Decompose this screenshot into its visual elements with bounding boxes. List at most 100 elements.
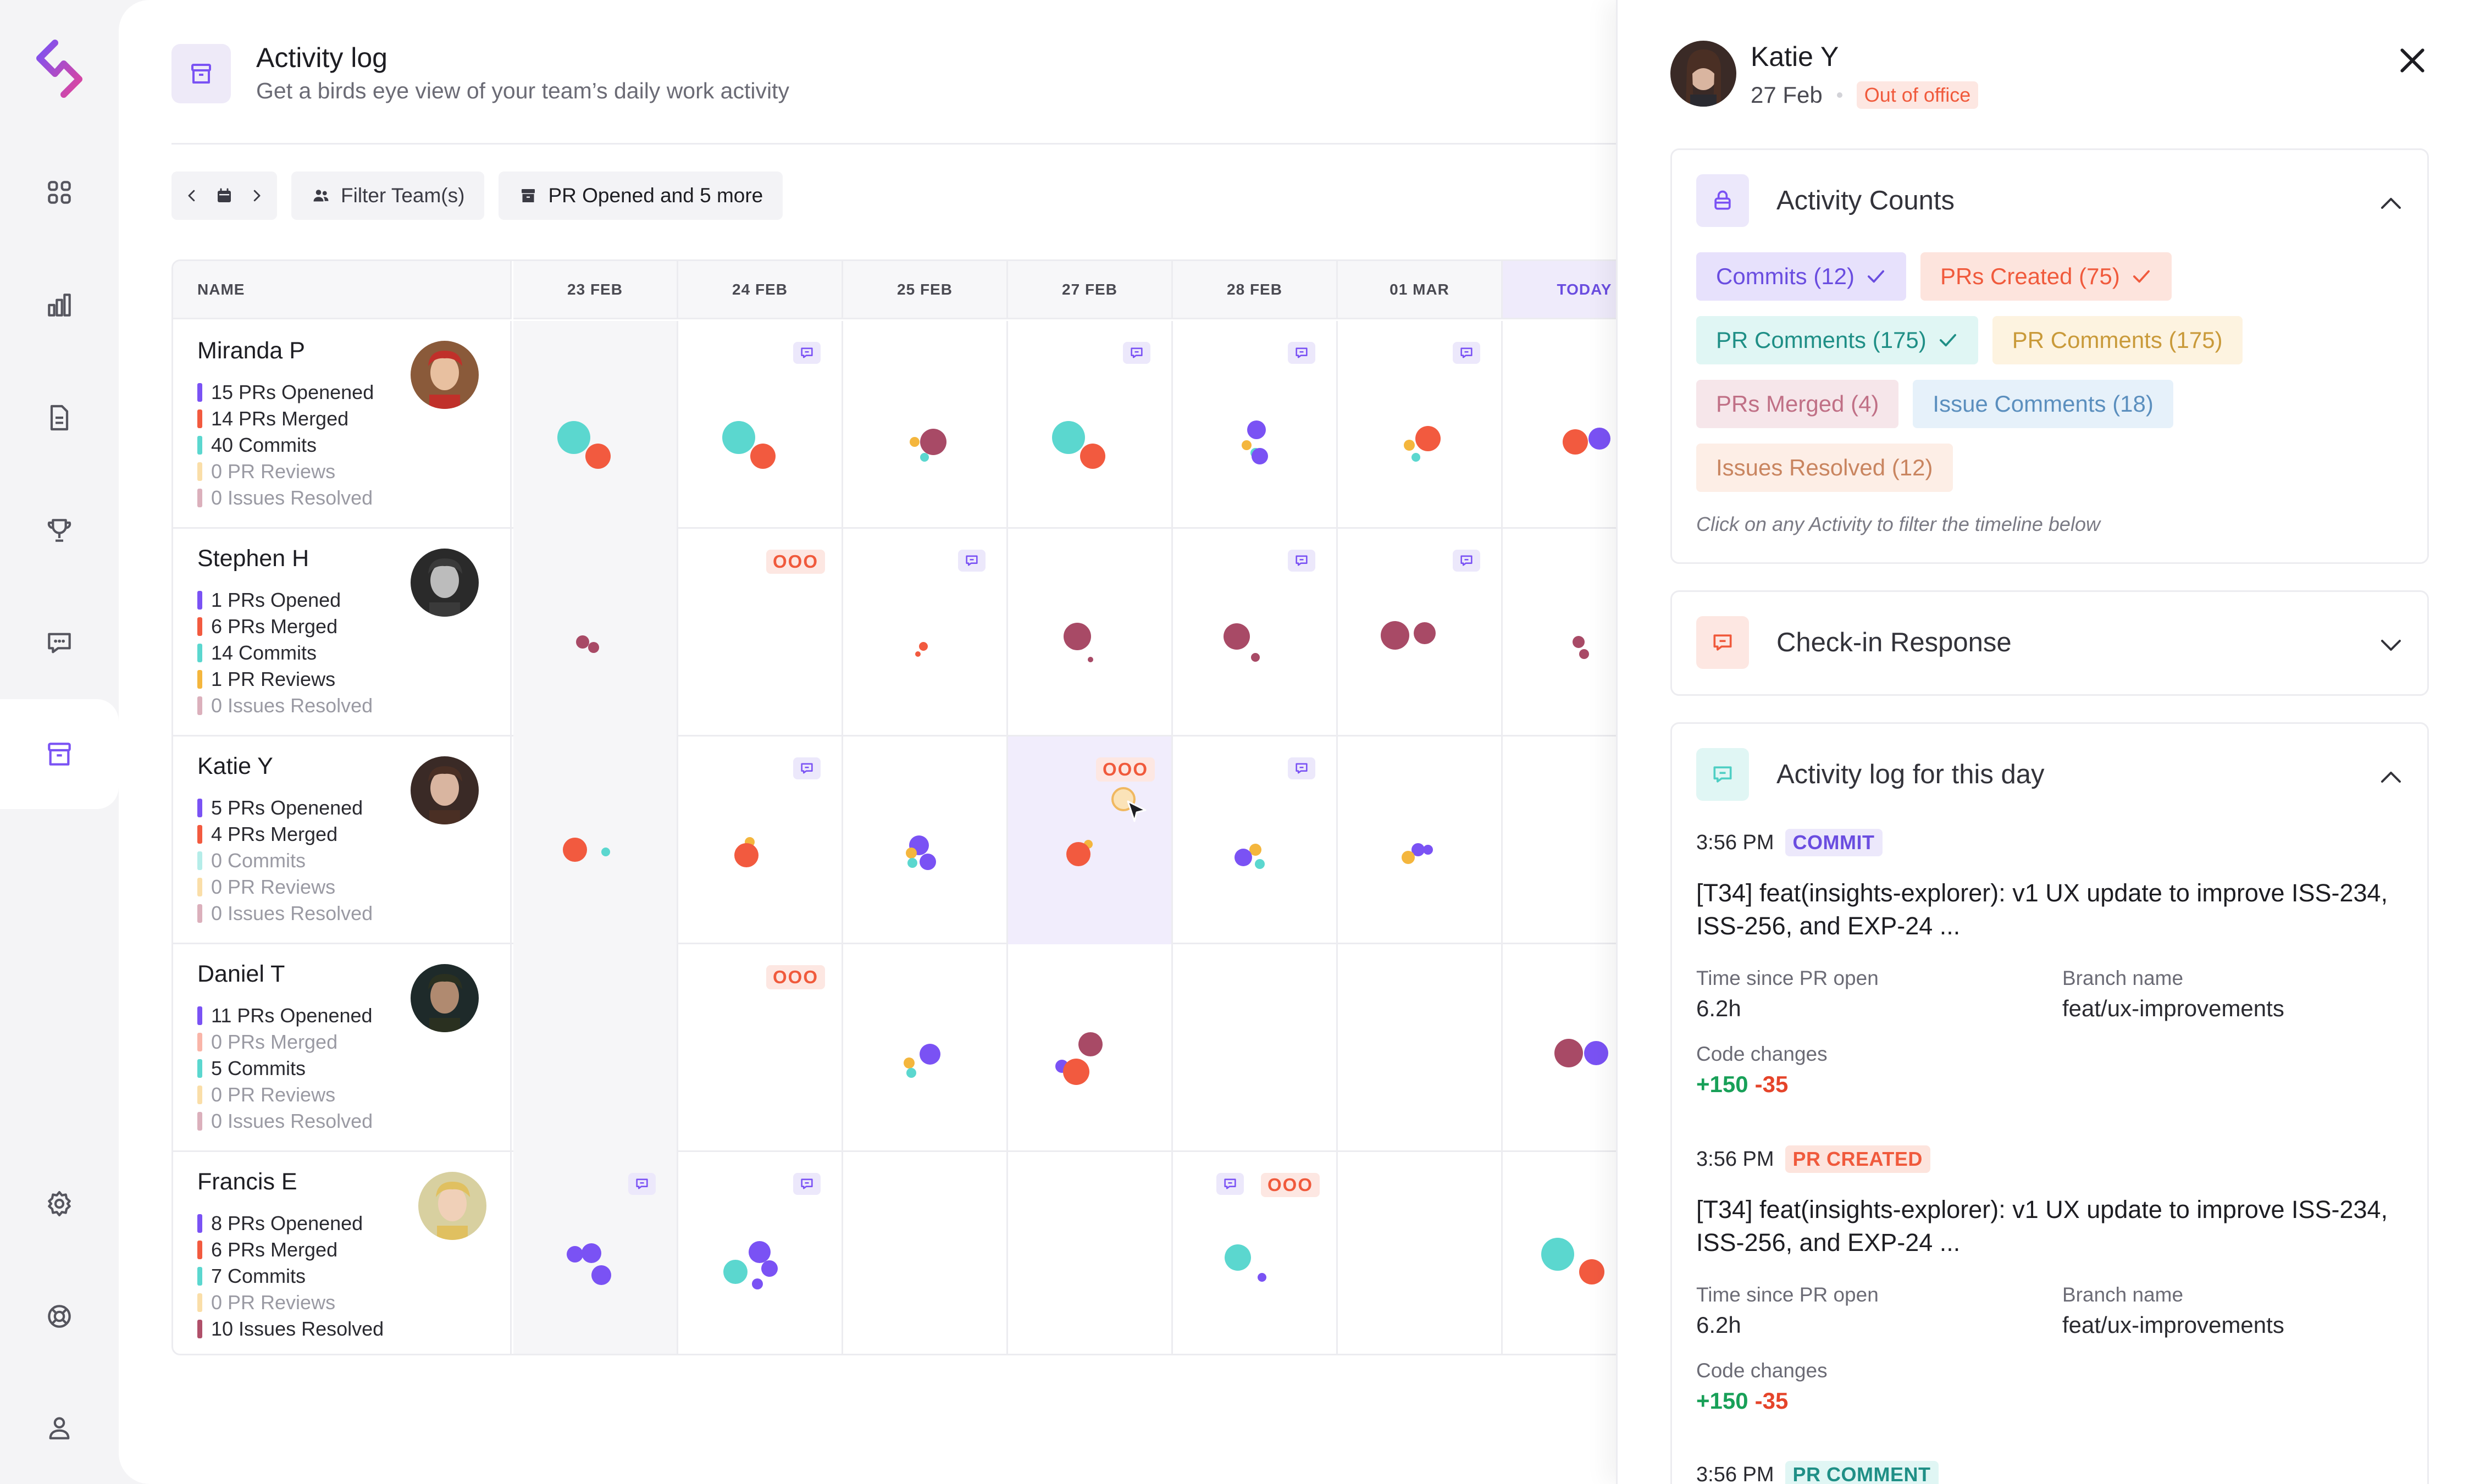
filter-teams-button[interactable]: Filter Team(s) [291, 171, 485, 220]
chevron-down-icon[interactable] [2379, 637, 2403, 654]
activity-dots [1008, 737, 1173, 944]
message-badge-icon[interactable] [1453, 550, 1480, 572]
page-title: Activity log [256, 42, 388, 73]
log-entry[interactable]: 3:56 PM COMMIT [T34] feat(insights-explo… [1696, 827, 2411, 1124]
time-since-open: Time since PR open 6.2h [1696, 1283, 1879, 1338]
log-entry[interactable]: 3:56 PM PR COMMENT [1696, 1459, 2411, 1484]
message-badge-icon[interactable] [1123, 342, 1150, 364]
activity-dots [513, 529, 678, 737]
day-cell[interactable] [1008, 1152, 1173, 1354]
message-badge-icon[interactable] [1453, 342, 1480, 364]
day-cell[interactable] [1173, 321, 1338, 529]
day-cell[interactable] [513, 321, 678, 529]
day-cell[interactable] [1173, 529, 1338, 737]
message-badge-icon[interactable] [1216, 1173, 1244, 1195]
day-cell[interactable] [1173, 944, 1338, 1152]
stat-color-bar [197, 1086, 202, 1104]
day-cell[interactable] [843, 737, 1008, 944]
close-icon[interactable] [2395, 43, 2430, 78]
person-cell[interactable]: Stephen H 1 PRs Opened 6 PRs Merged 14 Comm… [173, 529, 512, 737]
bar-chart-icon[interactable] [0, 250, 119, 360]
archive-box-icon [171, 44, 231, 103]
person-cell[interactable]: Daniel T 11 PRs Openened 0 PRs Merged 5 Com… [173, 944, 512, 1152]
log-entry[interactable]: 3:56 PM PR CREATED [T34] feat(insights-e… [1696, 1144, 2411, 1441]
archive-icon[interactable] [0, 699, 119, 809]
message-badge-icon[interactable] [958, 550, 986, 572]
message-badge-icon[interactable] [628, 1173, 656, 1195]
message-badge-icon[interactable] [793, 1173, 821, 1195]
day-cell[interactable] [1008, 321, 1173, 529]
activity-counts-header[interactable]: Activity Counts [1696, 174, 1955, 227]
user-icon[interactable] [0, 1373, 119, 1483]
day-cell[interactable] [1338, 1152, 1503, 1354]
day-cell[interactable]: OOO [1008, 737, 1173, 944]
day-cell[interactable]: OOO [678, 529, 843, 737]
activity-dot [1573, 636, 1585, 648]
chip-pr-comments[interactable]: PR Comments (175) [1696, 316, 1978, 364]
day-cell[interactable] [678, 737, 843, 944]
log-time: 3:56 PM [1696, 1147, 1774, 1171]
activity-dot [722, 421, 755, 454]
day-cell[interactable] [513, 737, 678, 944]
chat-icon[interactable] [0, 588, 119, 698]
day-cell[interactable] [1338, 737, 1503, 944]
kv-label: Time since PR open [1696, 1283, 1879, 1306]
day-cell[interactable] [513, 529, 678, 737]
activity-counts-title: Activity Counts [1776, 186, 1955, 215]
message-badge-icon[interactable] [793, 757, 821, 779]
chevron-up-icon[interactable] [2379, 195, 2403, 212]
day-log-header[interactable]: Activity log for this day [1696, 748, 2044, 801]
chip-prs-created[interactable]: PRs Created (75) [1920, 252, 2172, 301]
chip-issues-resolved[interactable]: Issues Resolved (12) [1696, 444, 1953, 492]
day-cell[interactable] [1008, 529, 1173, 737]
person-row: Miranda P 15 PRs Openened 14 PRs Merged 40 … [173, 321, 1929, 529]
stat-line: 0 PRs Merged [197, 1029, 373, 1055]
document-icon[interactable] [0, 363, 119, 473]
day-cell[interactable] [843, 321, 1008, 529]
day-cell[interactable] [678, 1152, 843, 1354]
stat-text: 11 PRs Openened [211, 1004, 373, 1027]
day-cell[interactable] [1338, 944, 1503, 1152]
chip-issue-comments[interactable]: Issue Comments (18) [1913, 380, 2173, 428]
trophy-icon[interactable] [0, 475, 119, 585]
day-cell[interactable] [843, 944, 1008, 1152]
day-cell[interactable] [513, 1152, 678, 1354]
stat-line: 4 PRs Merged [197, 821, 373, 848]
activity-dot [1541, 1238, 1574, 1271]
stat-text: 0 Commits [211, 849, 306, 872]
day-cell[interactable] [1338, 321, 1503, 529]
chip-commits[interactable]: Commits (12) [1696, 252, 1907, 301]
person-cell[interactable]: Katie Y 5 PRs Openened 4 PRs Merged 0 Commi… [173, 737, 512, 944]
stat-line: 5 PRs Openened [197, 795, 373, 821]
chevron-up-icon[interactable] [2379, 769, 2403, 785]
day-cell[interactable] [678, 321, 843, 529]
day-cell[interactable]: OOO [1173, 1152, 1338, 1354]
day-cell[interactable] [843, 529, 1008, 737]
day-cell[interactable] [1173, 737, 1338, 944]
message-badge-icon[interactable] [1288, 757, 1315, 779]
dashboard-icon[interactable] [0, 137, 119, 247]
message-badge-icon[interactable] [1288, 550, 1315, 572]
chip-pr-comments-2[interactable]: PR Comments (175) [1992, 316, 2243, 364]
message-badge-icon[interactable] [793, 342, 821, 364]
day-cell[interactable] [1008, 944, 1173, 1152]
support-icon[interactable] [0, 1261, 119, 1371]
calendar-icon[interactable] [214, 186, 234, 206]
chevron-right-icon[interactable] [248, 187, 265, 204]
activity-filter-button[interactable]: PR Opened and 5 more [499, 171, 783, 220]
person-cell[interactable]: Francis E 8 PRs Openened 6 PRs Merged 7 Com… [173, 1152, 512, 1354]
chevron-left-icon[interactable] [184, 187, 200, 204]
activity-dot [1088, 657, 1093, 662]
message-badge-icon[interactable] [1288, 342, 1315, 364]
settings-icon[interactable] [0, 1149, 119, 1259]
chip-prs-merged[interactable]: PRs Merged (4) [1696, 380, 1899, 428]
activity-dots [843, 737, 1008, 944]
day-cell[interactable] [1338, 529, 1503, 737]
kv-value: feat/ux-improvements [2062, 995, 2284, 1021]
person-cell[interactable]: Miranda P 15 PRs Openened 14 PRs Merged 40 … [173, 321, 512, 529]
logo-icon[interactable] [32, 38, 87, 99]
day-cell[interactable] [843, 1152, 1008, 1354]
checkin-header[interactable]: Check-in Response [1696, 616, 2012, 669]
day-cell[interactable] [513, 944, 678, 1152]
day-cell[interactable]: OOO [678, 944, 843, 1152]
